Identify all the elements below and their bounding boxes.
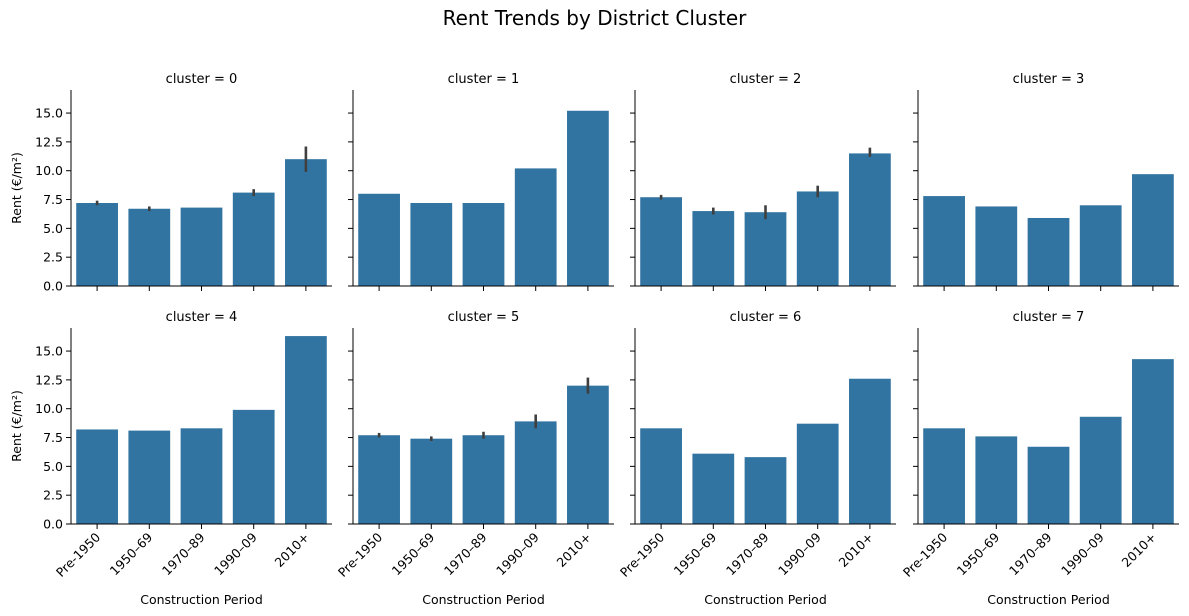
- facet-title: cluster = 3: [1013, 72, 1085, 87]
- bar: [514, 421, 557, 524]
- bar: [462, 202, 505, 286]
- facet-grid: cluster = 0 0.0 2.5 5.0 7.5 10.0 12.5 15.0 Rent …: [9, 72, 1179, 607]
- bar: [640, 197, 682, 286]
- bar: [640, 428, 682, 524]
- x-tick-label: 1950–69: [954, 529, 1003, 578]
- facet-title: cluster = 4: [166, 310, 238, 325]
- bar: [796, 423, 839, 524]
- facet-panel: cluster = 2: [630, 72, 896, 291]
- x-tick-label: 1950–69: [107, 529, 156, 578]
- x-tick-label: Pre-1950: [53, 529, 103, 579]
- bar: [1027, 217, 1070, 286]
- x-tick-label: 2010+: [836, 530, 877, 571]
- facet-panel: cluster = 5 Pre-1950 1950–69 1970–89 1990–09…: [335, 310, 614, 607]
- y-tick-label: 15.0: [35, 106, 63, 121]
- y-tick-label: 15.0: [35, 344, 63, 359]
- bar: [285, 336, 327, 524]
- bar: [232, 409, 275, 524]
- bar: [923, 428, 965, 524]
- x-tick-label: Pre-1950: [900, 529, 950, 579]
- y-tick-label: 5.0: [43, 221, 63, 236]
- facet-title: cluster = 1: [448, 72, 520, 87]
- y-axis-label: Rent (€/m²): [9, 390, 24, 462]
- y-tick-label: 2.5: [43, 250, 63, 265]
- bar: [76, 429, 118, 524]
- bar: [514, 168, 557, 286]
- x-tick-label: 1990–09: [1058, 529, 1107, 578]
- x-axis-label: Construction Period: [140, 592, 263, 607]
- x-tick-label: 1950–69: [671, 529, 720, 578]
- bar: [1079, 416, 1122, 524]
- facet-panel: cluster = 3: [913, 72, 1179, 291]
- y-tick-label: 10.0: [35, 401, 63, 416]
- x-tick-label: 1990–09: [493, 529, 542, 578]
- bar: [358, 435, 400, 524]
- facet-panel: cluster = 0 0.0 2.5 5.0 7.5 10.0 12.5 15.0 Rent …: [9, 72, 332, 294]
- bar: [567, 110, 609, 286]
- y-tick-label: 12.5: [35, 372, 63, 387]
- bar: [923, 196, 965, 286]
- x-axis-label: Construction Period: [704, 592, 827, 607]
- bar: [410, 438, 453, 524]
- bar: [285, 159, 327, 286]
- x-axis-label: Construction Period: [987, 592, 1110, 607]
- x-tick-label: 1990–09: [211, 529, 260, 578]
- facet-panel: cluster = 6 Pre-1950 1950–69 1970–89 1990–09…: [617, 310, 896, 607]
- y-tick-label: 2.5: [43, 488, 63, 503]
- bar: [410, 202, 453, 286]
- x-tick-label: 2010+: [554, 530, 595, 571]
- bar: [1132, 174, 1174, 286]
- bar: [1132, 359, 1174, 524]
- bar: [128, 208, 171, 286]
- bar: [849, 378, 891, 524]
- x-tick-label: 1970–89: [1006, 529, 1055, 578]
- bar: [1079, 205, 1122, 286]
- bar: [1027, 446, 1070, 524]
- bar: [744, 457, 787, 524]
- facet-title: cluster = 0: [166, 72, 238, 87]
- x-tick-label: Pre-1950: [335, 529, 385, 579]
- bar: [796, 191, 839, 286]
- y-tick-label: 0.0: [43, 517, 63, 532]
- y-tick-label: 7.5: [43, 192, 63, 207]
- bar: [128, 430, 171, 524]
- facet-panel: cluster = 7 Pre-1950 1950–69 1970–89 1990–09…: [900, 310, 1179, 607]
- x-tick-label: 1950–69: [389, 529, 438, 578]
- bar: [358, 193, 400, 286]
- x-tick-label: 2010+: [272, 530, 313, 571]
- bar: [180, 207, 223, 286]
- x-tick-label: 1970–89: [441, 529, 490, 578]
- facet-title: cluster = 2: [730, 72, 802, 87]
- facet-title: cluster = 7: [1013, 310, 1085, 325]
- y-axis-label: Rent (€/m²): [9, 152, 24, 224]
- x-tick-label: Pre-1950: [617, 529, 667, 579]
- x-tick-label: 2010+: [1119, 530, 1160, 571]
- bar: [975, 206, 1018, 286]
- facet-panel: cluster = 4 0.0 2.5 5.0 7.5 10.0 12.5 15.0 Pre-1…: [9, 310, 332, 607]
- bar: [744, 212, 787, 286]
- bar: [567, 385, 609, 524]
- x-axis-label: Construction Period: [422, 592, 545, 607]
- y-tick-label: 0.0: [43, 279, 63, 294]
- bar: [849, 153, 891, 286]
- bar: [76, 202, 118, 286]
- bar: [692, 453, 735, 524]
- facet-title: cluster = 6: [730, 310, 802, 325]
- facet-panel: cluster = 1: [348, 72, 614, 291]
- x-tick-label: 1990–09: [775, 529, 824, 578]
- bar: [975, 436, 1018, 524]
- bar: [462, 435, 505, 524]
- y-tick-label: 10.0: [35, 163, 63, 178]
- bar: [180, 428, 223, 524]
- x-tick-label: 1970–89: [723, 529, 772, 578]
- y-tick-label: 5.0: [43, 459, 63, 474]
- bar: [232, 192, 275, 286]
- x-tick-label: 1970–89: [159, 529, 208, 578]
- facet-title: cluster = 5: [448, 310, 520, 325]
- y-tick-label: 12.5: [35, 134, 63, 149]
- y-tick-label: 7.5: [43, 430, 63, 445]
- chart-title: Rent Trends by District Cluster: [443, 6, 748, 30]
- bar: [692, 211, 735, 286]
